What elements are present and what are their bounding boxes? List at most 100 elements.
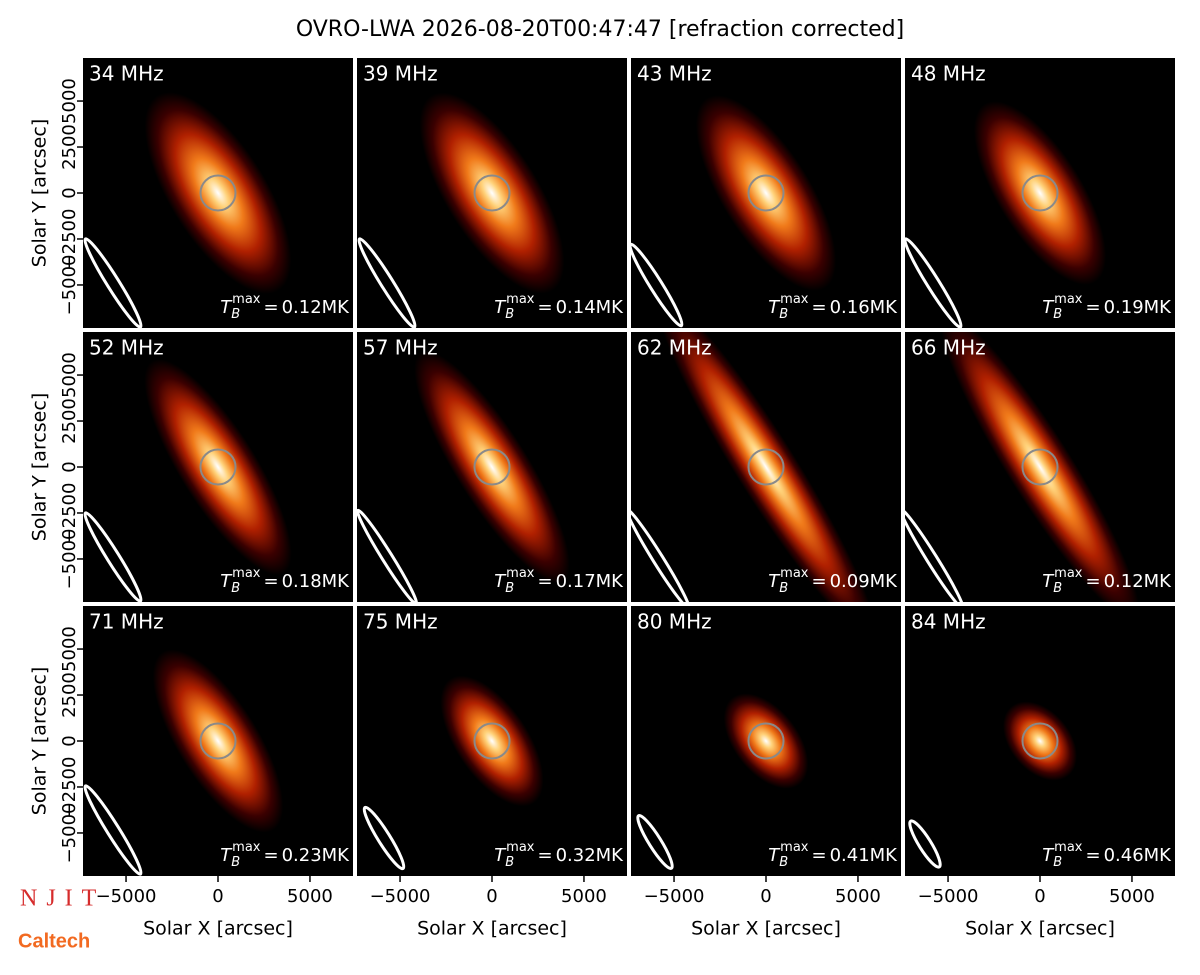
tb-max-label: TBmax = 0.16MK bbox=[768, 292, 898, 322]
tb-superscript: max bbox=[1054, 292, 1083, 307]
tb-equals: = bbox=[1085, 297, 1100, 318]
x-axis-label: Solar X [arcsec] bbox=[965, 918, 1115, 940]
tb-superscript: max bbox=[780, 292, 809, 307]
tb-equals: = bbox=[1085, 845, 1100, 866]
frequency-label: 48 MHz bbox=[911, 62, 986, 86]
logo-caltech: Caltech bbox=[18, 930, 90, 952]
emission bbox=[940, 332, 1140, 602]
x-tick-label: −5000 bbox=[918, 886, 979, 907]
tb-symbol: T bbox=[768, 845, 781, 866]
x-tick-label: −5000 bbox=[96, 886, 157, 907]
beam bbox=[905, 508, 965, 602]
tb-symbol: T bbox=[494, 297, 507, 318]
panel bbox=[83, 606, 353, 876]
y-tick-label: 0 bbox=[59, 461, 80, 472]
tb-equals: = bbox=[263, 845, 278, 866]
tb-value: 0.19MK bbox=[1104, 297, 1173, 318]
tb-superscript: max bbox=[1054, 840, 1083, 855]
tb-max-label: TBmax = 0.23MK bbox=[220, 840, 350, 870]
tb-symbol: T bbox=[768, 297, 781, 318]
solar-disk bbox=[747, 448, 785, 486]
tb-value: 0.18MK bbox=[282, 571, 351, 592]
solar-disk bbox=[473, 448, 511, 486]
tb-subscript: B bbox=[505, 581, 514, 596]
beam bbox=[357, 508, 418, 602]
tb-superscript: max bbox=[1054, 566, 1083, 581]
tb-superscript: max bbox=[780, 840, 809, 855]
x-tick-label: 5000 bbox=[287, 886, 333, 907]
emission bbox=[723, 693, 809, 789]
beam bbox=[362, 805, 406, 871]
tb-subscript: B bbox=[1053, 855, 1062, 870]
beam bbox=[631, 508, 691, 602]
tb-value: 0.09MK bbox=[830, 571, 899, 592]
y-tick-label: −5000 bbox=[59, 255, 80, 316]
y-axis-label: Solar Y [arcsec] bbox=[29, 667, 51, 815]
panel bbox=[905, 58, 1175, 328]
tb-symbol: T bbox=[1042, 571, 1055, 592]
x-tick-label: 5000 bbox=[835, 886, 881, 907]
tb-value: 0.32MK bbox=[556, 845, 625, 866]
frequency-label: 39 MHz bbox=[363, 62, 438, 86]
x-tick-label: 0 bbox=[1034, 886, 1045, 907]
panel bbox=[905, 606, 1175, 876]
tb-value: 0.12MK bbox=[1104, 571, 1173, 592]
tb-subscript: B bbox=[1053, 307, 1062, 322]
tb-symbol: T bbox=[220, 297, 233, 318]
y-tick-label: 2500 bbox=[59, 398, 80, 444]
x-tick-label: 5000 bbox=[1109, 886, 1155, 907]
y-axis-label: Solar Y [arcsec] bbox=[29, 393, 51, 541]
panel bbox=[631, 58, 901, 328]
x-tick-label: 5000 bbox=[561, 886, 607, 907]
x-tick-label: −5000 bbox=[370, 886, 431, 907]
tb-max-label: TBmax = 0.12MK bbox=[220, 292, 350, 322]
logo-njit: NJIT bbox=[20, 886, 105, 912]
panel bbox=[905, 332, 1175, 602]
y-tick-label: −2500 bbox=[59, 757, 80, 818]
emission bbox=[695, 95, 837, 291]
tb-value: 0.16MK bbox=[830, 297, 899, 318]
tb-equals: = bbox=[263, 297, 278, 318]
tb-superscript: max bbox=[232, 292, 261, 307]
tb-equals: = bbox=[537, 845, 552, 866]
y-tick-label: 5000 bbox=[59, 626, 80, 672]
beam bbox=[357, 237, 417, 328]
tb-equals: = bbox=[263, 571, 278, 592]
tb-equals: = bbox=[537, 571, 552, 592]
emission bbox=[414, 350, 570, 584]
y-tick-label: 0 bbox=[59, 187, 80, 198]
beam bbox=[636, 814, 674, 870]
tb-superscript: max bbox=[780, 566, 809, 581]
tb-value: 0.14MK bbox=[556, 297, 625, 318]
frequency-label: 62 MHz bbox=[637, 336, 712, 360]
tb-symbol: T bbox=[1042, 297, 1055, 318]
x-axis-label: Solar X [arcsec] bbox=[417, 918, 567, 940]
tb-subscript: B bbox=[231, 581, 240, 596]
y-tick-label: 5000 bbox=[59, 78, 80, 124]
tb-max-label: TBmax = 0.17MK bbox=[494, 566, 624, 596]
tb-value: 0.23MK bbox=[282, 845, 351, 866]
panel bbox=[631, 332, 901, 602]
tb-symbol: T bbox=[1042, 845, 1055, 866]
frequency-label: 75 MHz bbox=[363, 610, 438, 634]
tb-superscript: max bbox=[232, 840, 261, 855]
beam bbox=[631, 242, 684, 328]
solar-disk bbox=[1021, 722, 1059, 760]
frequency-label: 34 MHz bbox=[89, 62, 164, 86]
panel bbox=[357, 58, 627, 328]
panel bbox=[357, 606, 627, 876]
tb-equals: = bbox=[811, 845, 826, 866]
emission bbox=[440, 675, 544, 807]
y-tick-label: 0 bbox=[59, 735, 80, 746]
emission bbox=[152, 649, 284, 833]
solar-disk bbox=[199, 722, 237, 760]
solar-disk bbox=[473, 174, 511, 212]
tb-subscript: B bbox=[505, 855, 514, 870]
tb-symbol: T bbox=[768, 571, 781, 592]
solar-disk bbox=[1021, 174, 1059, 212]
frequency-label: 71 MHz bbox=[89, 610, 164, 634]
tb-symbol: T bbox=[494, 571, 507, 592]
tb-subscript: B bbox=[1053, 581, 1062, 596]
x-axis-label: Solar X [arcsec] bbox=[691, 918, 841, 940]
